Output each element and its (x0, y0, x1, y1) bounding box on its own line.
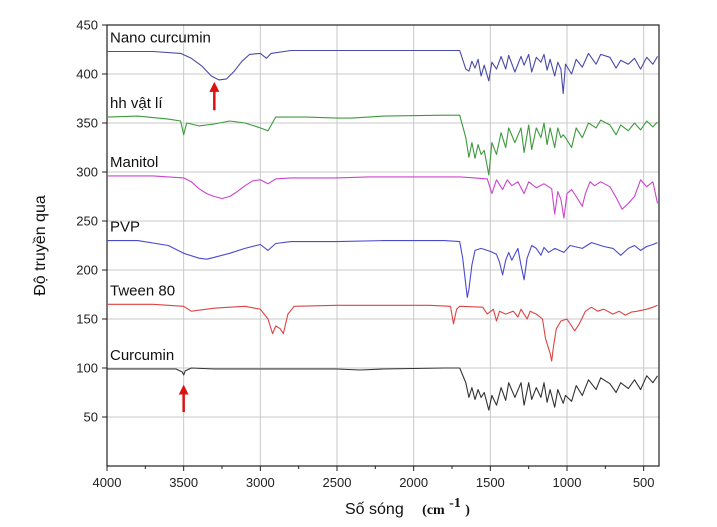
x-tick-label: 2000 (399, 475, 428, 490)
series-line-3 (107, 240, 658, 298)
series-line-0 (107, 49, 658, 95)
y-tick-label: 350 (76, 116, 98, 131)
x-tick-label: 3000 (246, 475, 275, 490)
x-tick-label: 500 (633, 475, 655, 490)
series-label-0: Nano curcumin (110, 29, 211, 46)
series-line-2 (107, 175, 659, 219)
x-axis-title: Số sóng (cm -1 ) (345, 494, 470, 518)
x-tick-label: 1500 (476, 475, 505, 490)
series-labels: Nano curcumin hh vật lí Manitol PVP Tween 80… (110, 29, 211, 364)
series-label-4: Tween 80 (110, 282, 175, 299)
y-axis-title: Độ truyền qua (32, 195, 49, 296)
series-line-4 (107, 303, 658, 362)
y-tick-label: 200 (76, 263, 98, 278)
series-lines (106, 49, 659, 411)
y-tick-label: 100 (76, 361, 98, 376)
y-tick-label: 50 (84, 410, 98, 425)
series-line-5 (107, 367, 658, 411)
y-tick-label: 400 (76, 67, 98, 82)
annotations (178, 81, 220, 413)
series-label-2: Manitol (110, 154, 158, 171)
y-tick-label: 300 (76, 165, 98, 180)
x-axis-unit-open: (cm (422, 503, 445, 518)
x-axis-unit-sup: -1 (449, 496, 461, 511)
series-label-3: PVP (110, 219, 140, 236)
plot-area (106, 24, 660, 467)
x-axis-unit-close: ) (465, 503, 470, 518)
y-tick-label: 450 (76, 18, 98, 33)
x-tick-label: 2500 (323, 475, 352, 490)
x-tick-label: 4000 (93, 475, 122, 490)
series-label-5: Curcumin (110, 347, 174, 364)
y-tick-label: 250 (76, 214, 98, 229)
x-axis-title-main: Số sóng (345, 501, 404, 518)
y-tick-label: 150 (76, 312, 98, 327)
x-tick-label: 1000 (553, 475, 582, 490)
grid (106, 24, 659, 466)
axis-ticks: 4000 3500 3000 2500 2000 1500 1000 500 50 100 150 2… (76, 18, 654, 491)
series-label-1: hh vật lí (110, 95, 163, 112)
x-tick-label: 3500 (169, 475, 198, 490)
series-line-1 (106, 114, 658, 176)
